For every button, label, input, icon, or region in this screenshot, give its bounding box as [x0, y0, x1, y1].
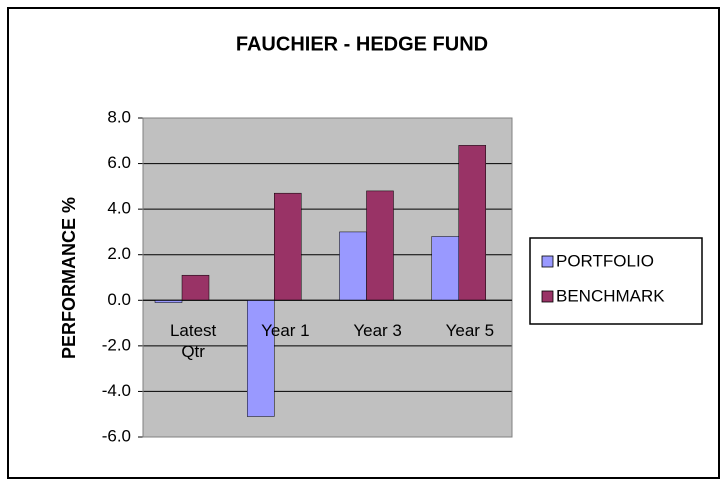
y-tick-label: 8.0	[107, 107, 131, 126]
bar	[366, 190, 394, 301]
y-tick-label: -2.0	[102, 335, 131, 354]
y-tick-label: 6.0	[107, 153, 131, 172]
legend-label: PORTFOLIO	[556, 251, 654, 270]
y-axis-title: PERFORMANCE %	[59, 197, 79, 359]
y-tick-label: 4.0	[107, 199, 131, 218]
plot-border	[142, 117, 513, 438]
bar	[431, 236, 459, 301]
x-tick-label: Year 5	[445, 321, 495, 341]
bar	[247, 300, 275, 417]
bar	[458, 145, 486, 301]
x-tick-label: Latest Qtr	[169, 321, 217, 362]
y-tick-label: -4.0	[102, 381, 131, 400]
bar	[274, 192, 302, 301]
legend-swatch	[541, 255, 554, 268]
legend-box	[529, 237, 703, 325]
x-tick-label: Year 1	[261, 321, 310, 341]
y-tick-label: 2.0	[107, 244, 131, 263]
y-tick-label: -6.0	[102, 426, 131, 445]
legend-label: BENCHMARK	[556, 286, 665, 305]
y-tick-label: 0.0	[107, 290, 131, 309]
chart-title: FAUCHIER - HEDGE FUND	[236, 33, 488, 55]
legend-swatch	[541, 290, 554, 303]
x-tick-label: Year 3	[353, 321, 402, 341]
bar	[181, 274, 210, 301]
bar	[339, 231, 367, 301]
